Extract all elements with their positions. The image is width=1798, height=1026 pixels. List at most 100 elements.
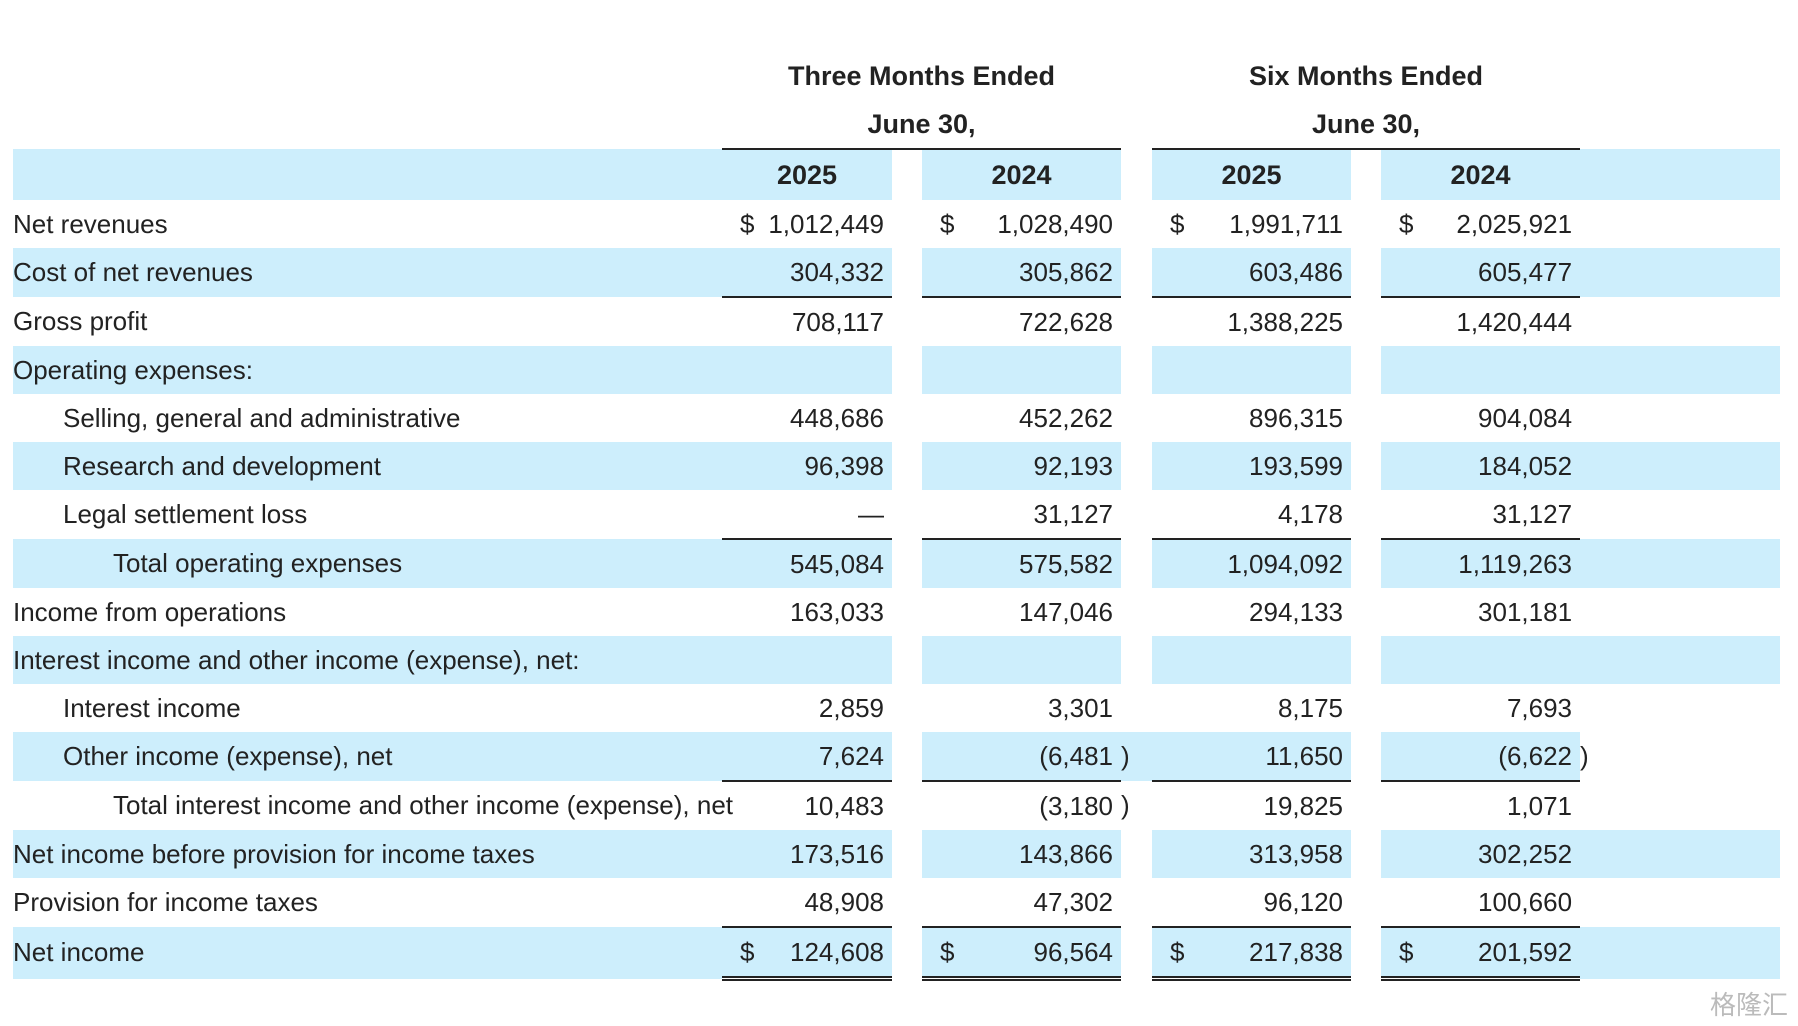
value-text: 173,516 bbox=[790, 838, 884, 869]
closing-paren: ) bbox=[1580, 741, 1589, 771]
value-cell bbox=[1381, 346, 1581, 394]
value-text: 575,582 bbox=[1019, 548, 1114, 579]
value-text: 304,332 bbox=[790, 256, 884, 287]
value-text: 1,991,711 bbox=[1229, 208, 1344, 239]
column-gap bbox=[1351, 394, 1382, 442]
value-text: 217,838 bbox=[1249, 936, 1344, 967]
column-gap bbox=[892, 636, 922, 684]
value-cell bbox=[922, 636, 1122, 684]
row-label: Net income bbox=[13, 927, 722, 979]
value-cell: 605,477 bbox=[1381, 248, 1581, 298]
column-gap bbox=[1351, 732, 1382, 781]
value-text: 7,624 bbox=[818, 740, 884, 771]
value-text: 124,608 bbox=[790, 936, 884, 967]
value-text: 10,483 bbox=[804, 790, 884, 821]
value-cell: 10,483 bbox=[722, 781, 892, 830]
value-text: 3,301 bbox=[1047, 692, 1114, 723]
value-text: 305,862 bbox=[1019, 256, 1114, 287]
column-gap bbox=[1351, 200, 1382, 248]
column-gap bbox=[1580, 878, 1780, 927]
column-gap bbox=[892, 346, 922, 394]
value-cell: 301,181 bbox=[1381, 588, 1580, 636]
currency-symbol: $ bbox=[1399, 936, 1414, 967]
column-gap bbox=[1351, 442, 1382, 490]
value-cell: 100,660 bbox=[1381, 878, 1581, 928]
row-label: Gross profit bbox=[13, 306, 148, 336]
year-header: 2025 bbox=[1152, 149, 1352, 200]
row-label: Interest income and other income (expens… bbox=[13, 636, 722, 684]
value-text: 313,958 bbox=[1249, 838, 1344, 869]
column-gap bbox=[1351, 878, 1382, 927]
currency-symbol: $ bbox=[1399, 208, 1414, 239]
column-gap bbox=[892, 830, 922, 878]
value-cell bbox=[1152, 346, 1352, 394]
value-text: 1,071 bbox=[1506, 790, 1573, 821]
column-gap bbox=[1121, 636, 1153, 684]
value-cell: 7,624 bbox=[722, 732, 892, 782]
value-cell: 1,119,263 bbox=[1381, 539, 1581, 588]
value-text: 100,660 bbox=[1478, 886, 1573, 917]
value-cell bbox=[1152, 636, 1352, 684]
column-gap bbox=[1121, 878, 1153, 927]
column-gap bbox=[1580, 830, 1781, 878]
year-header: 2024 bbox=[922, 149, 1122, 200]
value-cell: 184,052 bbox=[1381, 442, 1581, 490]
table-row: Net income before provision for income t… bbox=[13, 830, 1781, 878]
value-text: 31,127 bbox=[1033, 498, 1114, 529]
value-text: 896,315 bbox=[1249, 402, 1344, 433]
value-text: 163,033 bbox=[790, 596, 884, 627]
value-cell: 305,862 bbox=[922, 248, 1122, 298]
column-gap bbox=[1351, 588, 1382, 636]
row-label: Selling, general and administrative bbox=[63, 402, 461, 433]
value-cell bbox=[1381, 636, 1581, 684]
value-cell bbox=[922, 346, 1122, 394]
value-cell bbox=[722, 636, 892, 684]
column-gap bbox=[1351, 781, 1382, 830]
closing-paren: ) bbox=[1121, 790, 1130, 820]
value-text: 708,117 bbox=[791, 306, 884, 337]
value-cell: 294,133 bbox=[1152, 588, 1351, 636]
column-gap bbox=[1580, 539, 1781, 588]
value-cell: 1,388,225 bbox=[1152, 297, 1351, 346]
value-text: 1,012,449 bbox=[768, 208, 884, 239]
column-gap bbox=[1351, 490, 1382, 539]
six-months-date: June 30, bbox=[1152, 100, 1581, 150]
column-gap bbox=[1351, 539, 1382, 588]
value-text: 96,398 bbox=[804, 450, 884, 481]
value-cell: 96,398 bbox=[722, 442, 892, 490]
value-cell: $1,012,449 bbox=[722, 200, 892, 248]
table-row: Legal settlement loss — 31,127 4,178 31,127 bbox=[13, 490, 1780, 540]
currency-symbol: $ bbox=[740, 208, 755, 239]
currency-symbol: $ bbox=[940, 208, 955, 239]
table-row: Interest income 2,859 3,301 8,175 7,693 bbox=[13, 684, 1780, 732]
currency-symbol: $ bbox=[940, 936, 955, 967]
value-cell: 904,084 bbox=[1381, 394, 1580, 442]
column-gap bbox=[892, 248, 922, 297]
value-text: 904,084 bbox=[1478, 402, 1573, 433]
value-cell: 31,127 bbox=[1381, 490, 1581, 540]
column-gap bbox=[892, 927, 922, 979]
value-cell: (3,180 bbox=[922, 781, 1121, 830]
value-text: 47,302 bbox=[1033, 886, 1114, 917]
table-row: Income from operations 163,033 147,046 294,… bbox=[13, 588, 1780, 636]
value-cell: 147,046 bbox=[922, 588, 1121, 636]
value-cell: 448,686 bbox=[722, 394, 892, 442]
value-text: (6,622 bbox=[1498, 740, 1573, 771]
value-text: 7,693 bbox=[1506, 692, 1573, 723]
row-label: Research and development bbox=[13, 442, 722, 490]
value-cell: 143,866 bbox=[922, 830, 1122, 878]
value-cell: 163,033 bbox=[722, 588, 892, 636]
value-cell bbox=[722, 346, 892, 394]
header-row-years: 2025 2024 2025 2024 bbox=[13, 149, 1781, 200]
value-cell: 722,628 bbox=[922, 297, 1121, 346]
column-gap bbox=[1121, 830, 1153, 878]
column-gap bbox=[892, 394, 922, 442]
table-row: Operating expenses: bbox=[13, 346, 1781, 394]
column-gap bbox=[892, 490, 922, 539]
six-months-heading: Six Months Ended bbox=[1249, 60, 1484, 91]
value-text: 302,252 bbox=[1478, 838, 1573, 869]
value-cell: 96,120 bbox=[1152, 878, 1352, 928]
value-text: 31,127 bbox=[1492, 498, 1573, 529]
value-cell: $96,564 bbox=[922, 927, 1122, 981]
value-cell: 708,117 bbox=[722, 297, 892, 346]
